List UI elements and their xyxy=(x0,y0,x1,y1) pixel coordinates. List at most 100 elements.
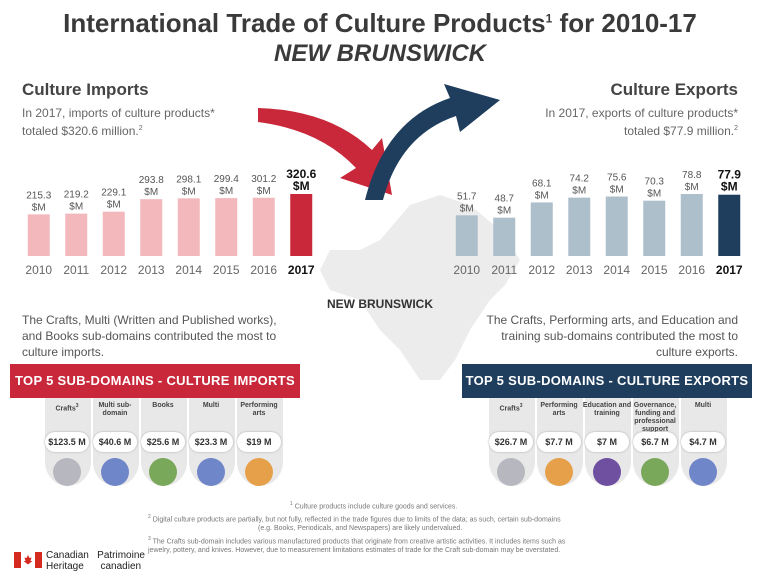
imports-contribution-text: The Crafts, Multi (Written and Published… xyxy=(22,313,277,359)
import-arrow-icon xyxy=(258,108,392,195)
imports-bar xyxy=(140,199,163,256)
exports-top5-value: $7 M xyxy=(585,432,629,452)
exports-unit-label: $M xyxy=(685,182,699,193)
imports-heading: Culture Imports xyxy=(22,80,149,99)
imports-value-label: 320.6 xyxy=(286,167,316,181)
exports-top5-name: Crafts3 xyxy=(499,403,523,413)
exports-bar xyxy=(605,196,628,256)
exports-top5-name: Performing arts xyxy=(540,402,578,417)
imports-value-label: 293.8 xyxy=(139,175,164,186)
page-title: International Trade of Culture Products1… xyxy=(63,8,697,38)
meeting-icon xyxy=(641,458,669,486)
imports-value-label: 229.1 xyxy=(101,188,126,199)
exports-top5-name: Governance, funding and professional sup… xyxy=(633,402,677,433)
exports-top5-name: Multi xyxy=(694,402,712,409)
imports-top5-value: $19 M xyxy=(237,432,281,452)
imports-bar xyxy=(102,211,125,256)
imports-value-label: 298.1 xyxy=(176,174,201,185)
imports-unit-label: $M xyxy=(69,202,83,213)
people-icon xyxy=(101,458,129,486)
exports-bar xyxy=(568,197,591,256)
exports-value-label: 75.6 xyxy=(607,173,627,184)
exports-bar xyxy=(493,217,516,256)
imports-unit-label: $M xyxy=(182,186,196,197)
crafts-icon xyxy=(497,458,525,486)
imports-top5-value: $25.6 M xyxy=(141,432,185,452)
imports-top5-value: $23.3 M xyxy=(189,432,233,452)
imports-top5-name: Multi xyxy=(202,402,220,409)
imports-unit-label: $M xyxy=(257,186,271,197)
exports-top5-name: Education and training xyxy=(582,402,632,417)
exports-value-label: 78.8 xyxy=(682,170,702,181)
imports-category-label: 2013 xyxy=(138,263,165,277)
exports-category-label: 2011 xyxy=(491,263,517,277)
exports-intro: In 2017, exports of culture products* to… xyxy=(545,106,738,138)
exports-value-label: 68.1 xyxy=(532,178,552,189)
exports-bar xyxy=(530,202,553,256)
exports-unit-label: $M xyxy=(497,206,511,217)
imports-category-label: 2011 xyxy=(63,263,89,277)
canada-flag-icon xyxy=(14,552,42,568)
exports-value-label: 48.7 xyxy=(495,194,515,205)
exports-bar xyxy=(680,194,703,256)
exports-unit-label: $M xyxy=(610,185,624,196)
imports-top5-value: $123.5 M xyxy=(45,432,89,452)
exports-unit-label: $M xyxy=(572,186,586,197)
imports-top5-banner: TOP 5 SUB-DOMAINS - CULTURE IMPORTS xyxy=(10,364,300,398)
imports-value-label: 301.2 xyxy=(251,174,276,185)
exports-bar xyxy=(718,194,741,256)
exports-value-label: 74.2 xyxy=(570,174,590,185)
imports-bar xyxy=(177,198,200,256)
imports-category-label: 2014 xyxy=(175,263,202,277)
page-subtitle-region: NEW BRUNSWICK xyxy=(274,40,486,67)
exports-category-label: 2013 xyxy=(566,263,593,277)
exports-top5-value: $7.7 M xyxy=(537,432,581,452)
imports-value-label: 219.2 xyxy=(64,190,89,201)
imports-top5-name: Books xyxy=(152,402,174,409)
canadian-heritage-wordmark: Canadian Patrimoine Heritage canadien xyxy=(46,550,145,572)
theatre-masks-icon xyxy=(245,458,273,486)
map-label: NEW BRUNSWICK xyxy=(327,297,433,311)
exports-unit-label: $M xyxy=(647,189,661,200)
imports-category-label: 2010 xyxy=(25,263,52,277)
imports-unit-label: $M xyxy=(293,179,310,193)
exports-value-label: 77.9 xyxy=(718,168,742,182)
exports-contribution-text: The Crafts, Performing arts, and Educati… xyxy=(486,313,738,359)
imports-category-label: 2015 xyxy=(213,263,240,277)
people-icon xyxy=(197,458,225,486)
exports-category-label: 2010 xyxy=(453,263,480,277)
exports-category-label: 2017 xyxy=(716,263,743,277)
imports-value-label: 299.4 xyxy=(214,174,239,185)
imports-top5-name: Crafts3 xyxy=(55,403,79,413)
imports-unit-label: $M xyxy=(32,202,46,213)
exports-top5-value: $6.7 M xyxy=(633,432,677,452)
exports-category-label: 2016 xyxy=(678,263,705,277)
exports-top5-value: $4.7 M xyxy=(681,432,725,452)
book-icon xyxy=(149,458,177,486)
imports-category-label: 2017 xyxy=(288,263,315,277)
imports-unit-label: $M xyxy=(144,187,158,198)
imports-category-label: 2012 xyxy=(100,263,127,277)
exports-top5-value: $26.7 M xyxy=(489,432,533,452)
people-icon xyxy=(689,458,717,486)
footnote-3: 3 The Crafts sub-domain includes various… xyxy=(148,536,566,555)
crafts-icon xyxy=(53,458,81,486)
theatre-masks-icon xyxy=(545,458,573,486)
imports-top5-name: Multi sub-domain xyxy=(98,402,132,417)
graduation-cap-icon xyxy=(593,458,621,486)
export-arrow-icon xyxy=(365,84,500,200)
exports-value-label: 70.3 xyxy=(645,177,665,188)
footnote-2: 2 Digital culture products are partially… xyxy=(148,514,561,533)
exports-bar-chart: 51.7$M201048.7$M201168.1$M201274.2$M2013… xyxy=(453,168,743,277)
exports-category-label: 2012 xyxy=(528,263,555,277)
imports-bar xyxy=(290,194,313,256)
exports-top5-banner: TOP 5 SUB-DOMAINS - CULTURE EXPORTS xyxy=(462,364,752,398)
footnote-1: 1 Culture products include culture goods… xyxy=(290,501,458,511)
exports-unit-label: $M xyxy=(721,180,738,194)
exports-unit-label: $M xyxy=(535,190,549,201)
imports-unit-label: $M xyxy=(219,186,233,197)
imports-bar xyxy=(215,198,238,256)
imports-bar xyxy=(27,214,50,256)
exports-unit-label: $M xyxy=(460,203,474,214)
exports-bar xyxy=(455,215,478,256)
